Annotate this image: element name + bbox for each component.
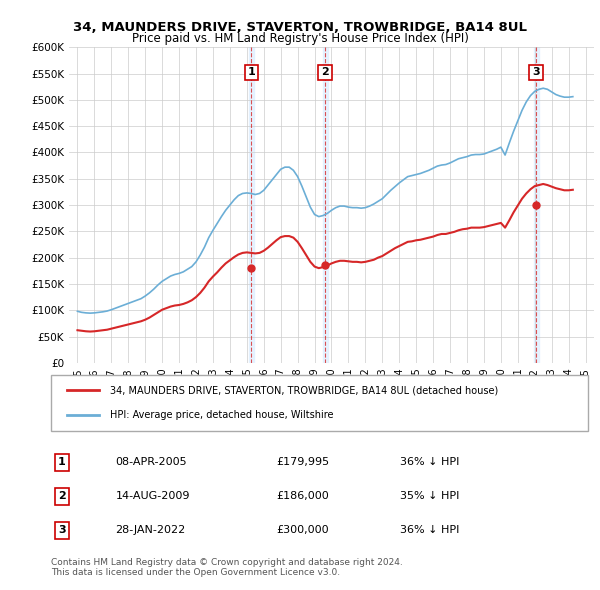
- Text: £300,000: £300,000: [277, 526, 329, 535]
- Text: 14-AUG-2009: 14-AUG-2009: [115, 491, 190, 502]
- Text: 35% ↓ HPI: 35% ↓ HPI: [400, 491, 460, 502]
- Text: 28-JAN-2022: 28-JAN-2022: [115, 526, 185, 535]
- Text: 3: 3: [532, 67, 540, 77]
- Bar: [249, 47, 254, 363]
- Text: HPI: Average price, detached house, Wiltshire: HPI: Average price, detached house, Wilt…: [110, 410, 334, 420]
- Text: Price paid vs. HM Land Registry's House Price Index (HPI): Price paid vs. HM Land Registry's House …: [131, 32, 469, 45]
- Bar: [533, 47, 539, 363]
- Text: This data is licensed under the Open Government Licence v3.0.: This data is licensed under the Open Gov…: [51, 568, 340, 576]
- Bar: [323, 47, 328, 363]
- Text: £179,995: £179,995: [277, 457, 329, 467]
- Text: 36% ↓ HPI: 36% ↓ HPI: [400, 526, 460, 535]
- Text: 1: 1: [58, 457, 65, 467]
- Text: 34, MAUNDERS DRIVE, STAVERTON, TROWBRIDGE, BA14 8UL: 34, MAUNDERS DRIVE, STAVERTON, TROWBRIDG…: [73, 21, 527, 34]
- Text: 2: 2: [58, 491, 65, 502]
- Text: £186,000: £186,000: [277, 491, 329, 502]
- Text: 2: 2: [321, 67, 329, 77]
- Text: 3: 3: [58, 526, 65, 535]
- Text: 1: 1: [248, 67, 255, 77]
- FancyBboxPatch shape: [51, 375, 588, 431]
- Text: 36% ↓ HPI: 36% ↓ HPI: [400, 457, 460, 467]
- Text: 08-APR-2005: 08-APR-2005: [115, 457, 187, 467]
- Text: Contains HM Land Registry data © Crown copyright and database right 2024.: Contains HM Land Registry data © Crown c…: [51, 558, 403, 566]
- Text: 34, MAUNDERS DRIVE, STAVERTON, TROWBRIDGE, BA14 8UL (detached house): 34, MAUNDERS DRIVE, STAVERTON, TROWBRIDG…: [110, 385, 499, 395]
